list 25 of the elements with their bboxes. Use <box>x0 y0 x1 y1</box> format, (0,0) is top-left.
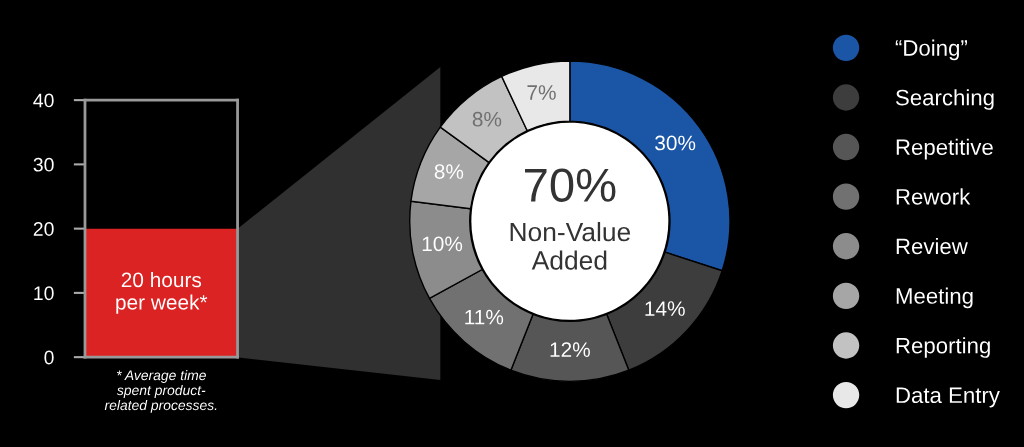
y-tick-label: 40 <box>33 93 54 108</box>
legend-label: Reporting <box>896 337 990 358</box>
text: * Average time spent product- related processes. <box>104 370 217 413</box>
data-label: 20 hours per week* <box>116 271 208 314</box>
text: 70% <box>525 168 616 202</box>
data-label: 30% <box>655 135 696 151</box>
y-tick-label: 20 <box>33 222 54 236</box>
legend-label: “Doing” <box>895 39 967 61</box>
legend-label: Data Entry <box>896 387 1000 408</box>
legend-label: Searching <box>895 89 994 110</box>
legend-label: Repetitive <box>896 138 993 160</box>
data-label: 12% <box>550 342 590 357</box>
data-label: 14% <box>645 301 685 316</box>
text: Non-Value Added <box>510 221 631 270</box>
y-tick-label: 30 <box>33 157 54 172</box>
legend-label: Review <box>896 237 968 255</box>
legend-label: Rework <box>896 188 971 205</box>
data-label: 8% <box>472 111 502 127</box>
y-tick-label: 10 <box>34 286 54 301</box>
y-tick-label: 0 <box>44 350 54 365</box>
legend-label: Meeting <box>896 287 973 309</box>
data-label: 8% <box>434 164 464 179</box>
data-label: 11% <box>465 309 504 325</box>
data-label: 7% <box>527 85 556 100</box>
data-label: 10% <box>422 236 463 252</box>
